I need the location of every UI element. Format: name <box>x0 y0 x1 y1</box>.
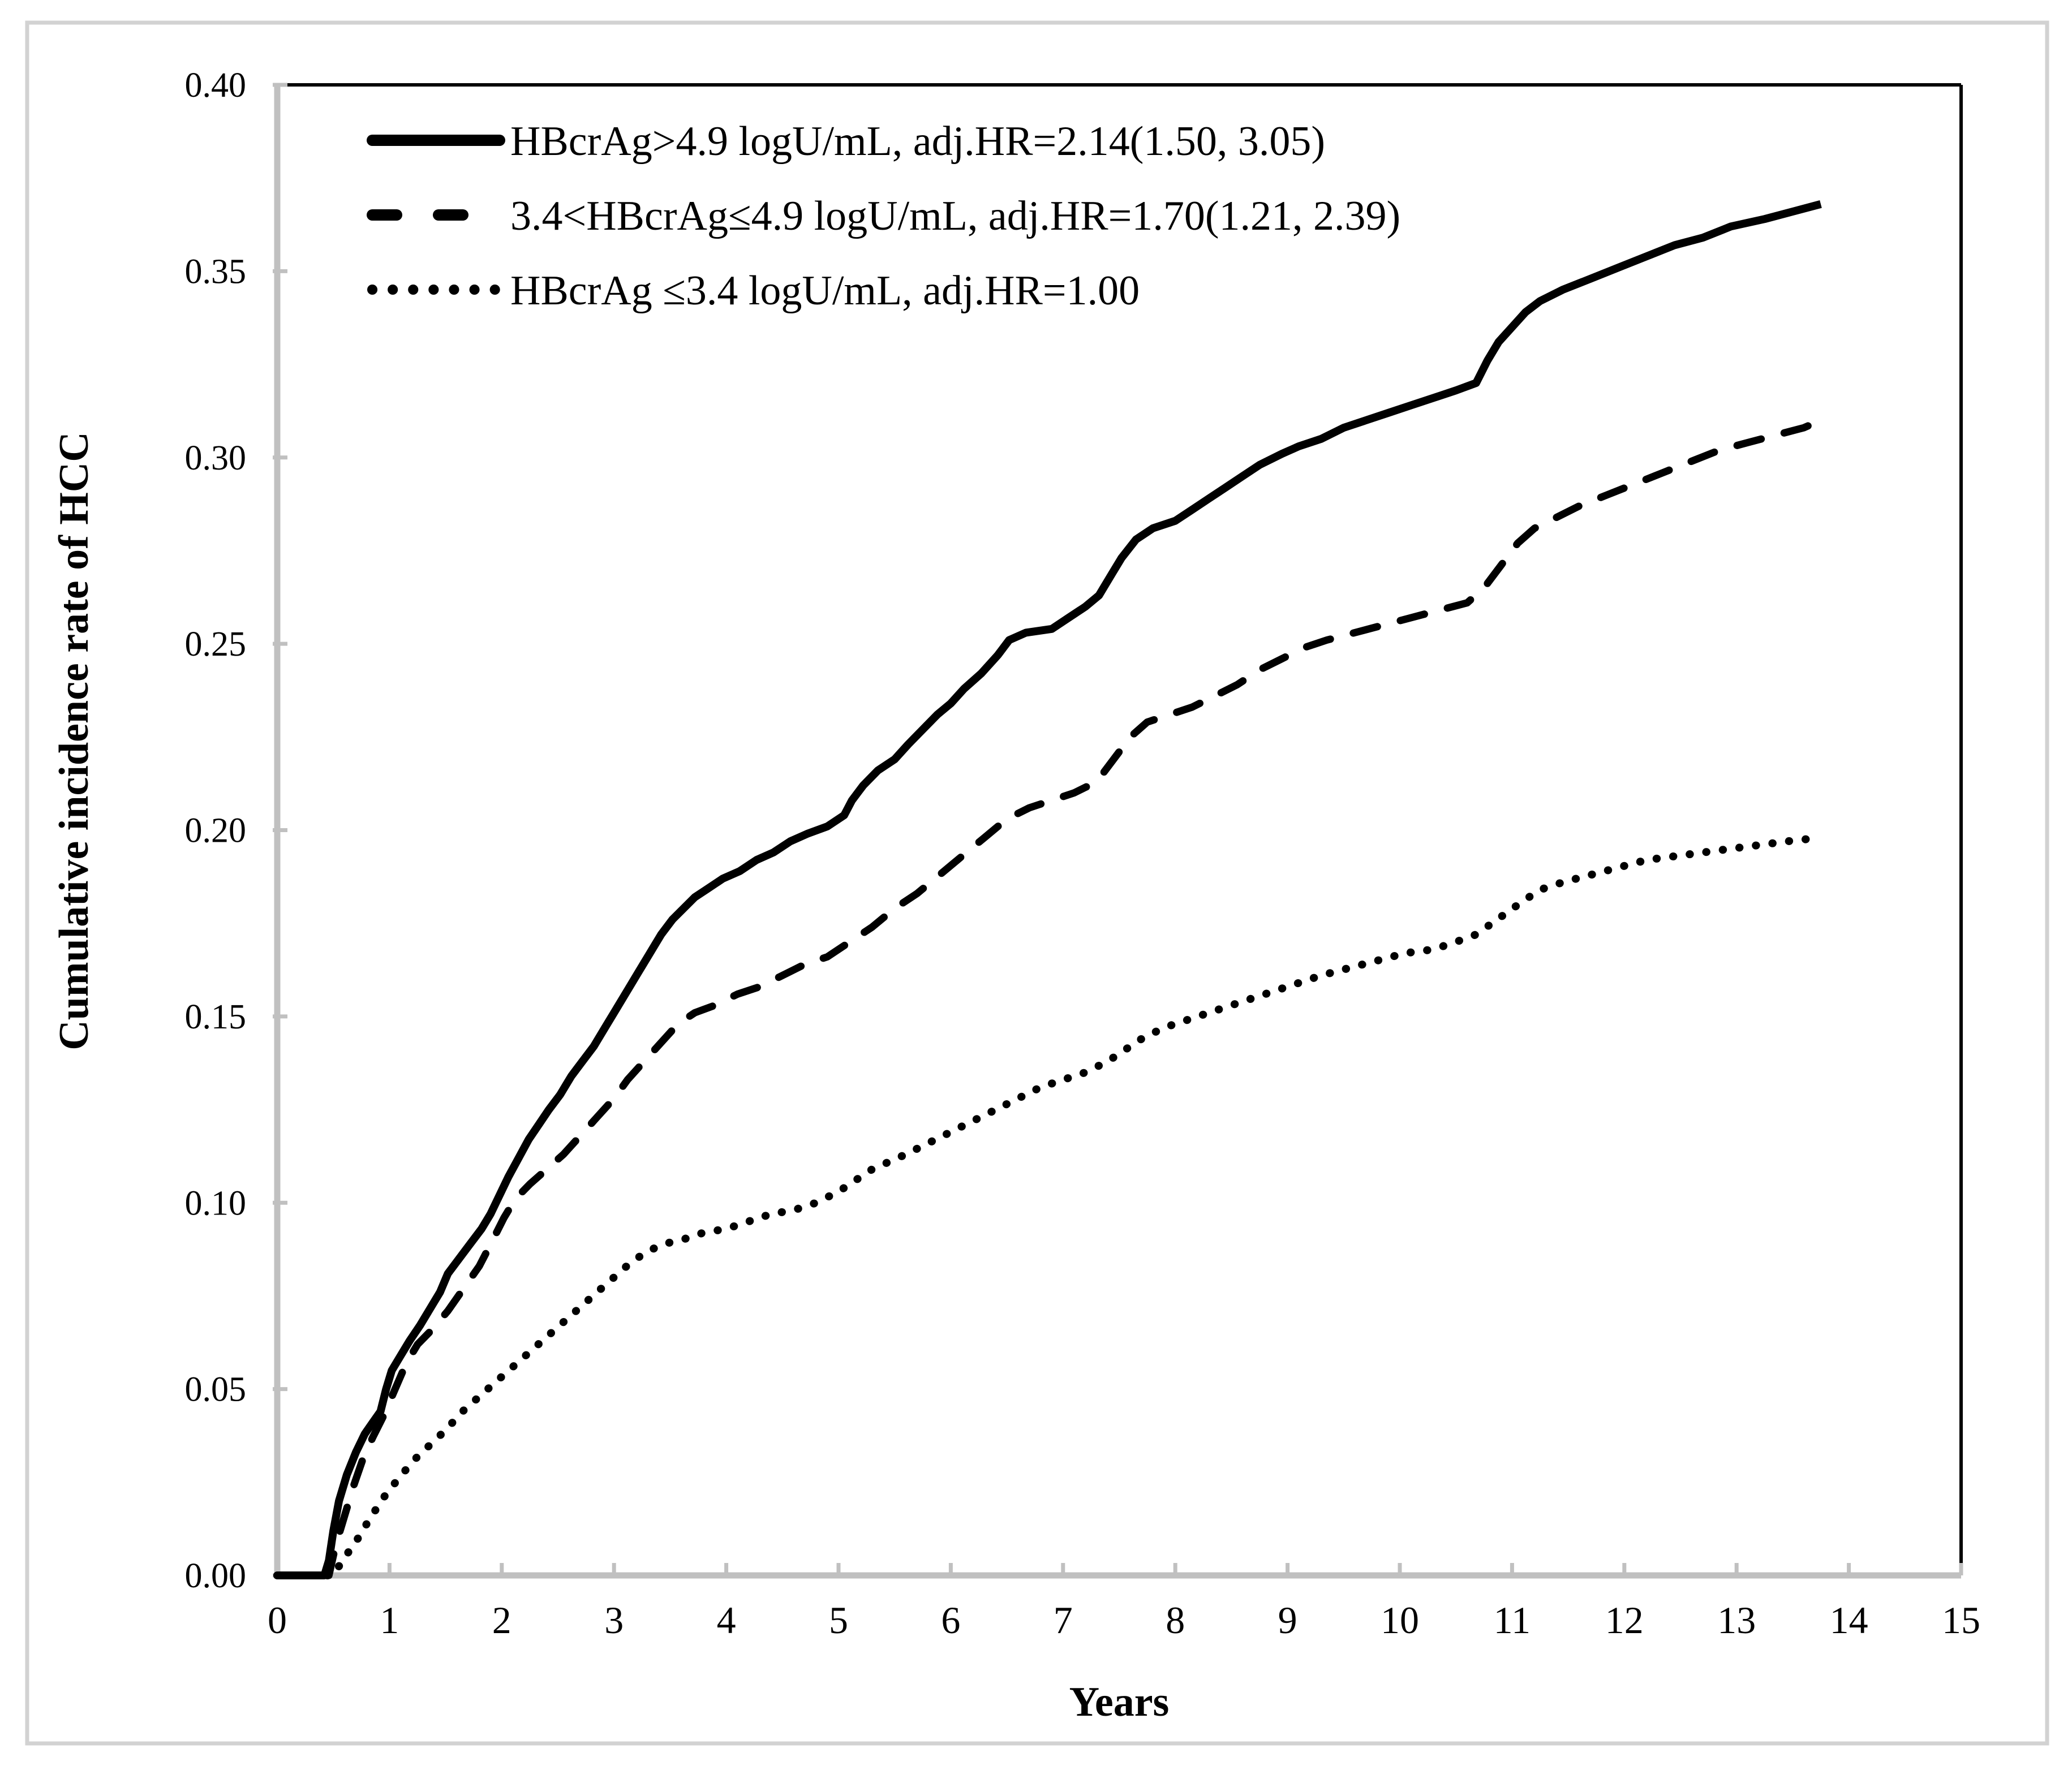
x-tick-label-14: 14 <box>1830 1599 1868 1642</box>
legend: HBcrAg>4.9 logU/mL, adj.HR=2.14(1.50, 3.… <box>367 118 1400 314</box>
series-line-hbcrag-le-3.4 <box>273 833 1825 1579</box>
legend-label-hbcrag-3.4-to-4.9: 3.4<HBcrAg≤4.9 logU/mL, adj.HR=1.70(1.21… <box>510 193 1400 239</box>
x-tick-label-6: 6 <box>941 1599 960 1642</box>
legend-label-hbcrag-le-3.4: HBcrAg ≤3.4 logU/mL, adj.HR=1.00 <box>510 268 1140 314</box>
series-line-hbcrag-gt-4.9 <box>277 200 1822 1579</box>
x-tick-label-13: 13 <box>1717 1599 1756 1642</box>
x-tick-label-9: 9 <box>1278 1599 1297 1642</box>
x-axis-tick-labels: 0 1 2 3 4 5 6 7 8 9 10 11 12 13 14 15 <box>268 1599 1980 1642</box>
legend-item-hbcrag-3.4-to-4.9: 3.4<HBcrAg≤4.9 logU/mL, adj.HR=1.70(1.21… <box>367 193 1400 239</box>
x-tick-label-3: 3 <box>604 1599 624 1642</box>
y-tick-label-0.30: 0.30 <box>185 439 247 477</box>
y-tick-label-0.00: 0.00 <box>185 1557 247 1595</box>
y-tick-label-0.15: 0.15 <box>185 998 247 1036</box>
x-axis-ticks <box>275 1563 1963 1575</box>
figure-border <box>25 20 2049 1746</box>
y-tick-label-0.35: 0.35 <box>185 252 247 291</box>
x-tick-label-2: 2 <box>492 1599 511 1642</box>
legend-item-hbcrag-gt-4.9: HBcrAg>4.9 logU/mL, adj.HR=2.14(1.50, 3.… <box>367 118 1325 165</box>
series-line-hbcrag-3.4-to-4.9 <box>273 416 1825 1579</box>
y-axis-tick-labels: 0.00 0.05 0.10 0.15 0.20 0.25 0.30 0.35 0.40 <box>185 66 247 1595</box>
x-tick-label-12: 12 <box>1605 1599 1644 1642</box>
y-tick-label-0.05: 0.05 <box>185 1371 247 1409</box>
x-tick-label-0: 0 <box>268 1599 287 1642</box>
y-axis-title: Cumulative incidence rate of HCC <box>51 432 97 1050</box>
y-tick-label-0.25: 0.25 <box>185 625 247 664</box>
legend-label-hbcrag-gt-4.9: HBcrAg>4.9 logU/mL, adj.HR=2.14(1.50, 3.… <box>510 118 1325 165</box>
y-tick-label-0.20: 0.20 <box>185 812 247 850</box>
x-tick-label-1: 1 <box>380 1599 399 1642</box>
x-tick-label-7: 7 <box>1054 1599 1073 1642</box>
x-axis-title: Years <box>1069 1679 1170 1725</box>
x-tick-label-8: 8 <box>1166 1599 1185 1642</box>
x-tick-label-15: 15 <box>1942 1599 1980 1642</box>
x-tick-label-4: 4 <box>717 1599 736 1642</box>
x-tick-label-5: 5 <box>829 1599 848 1642</box>
y-tick-label-0.10: 0.10 <box>185 1184 247 1222</box>
y-tick-label-0.40: 0.40 <box>185 66 247 105</box>
legend-item-hbcrag-le-3.4: HBcrAg ≤3.4 logU/mL, adj.HR=1.00 <box>367 268 1140 314</box>
x-tick-label-11: 11 <box>1494 1599 1531 1642</box>
series-curves <box>273 200 1825 1579</box>
x-tick-label-10: 10 <box>1381 1599 1419 1642</box>
